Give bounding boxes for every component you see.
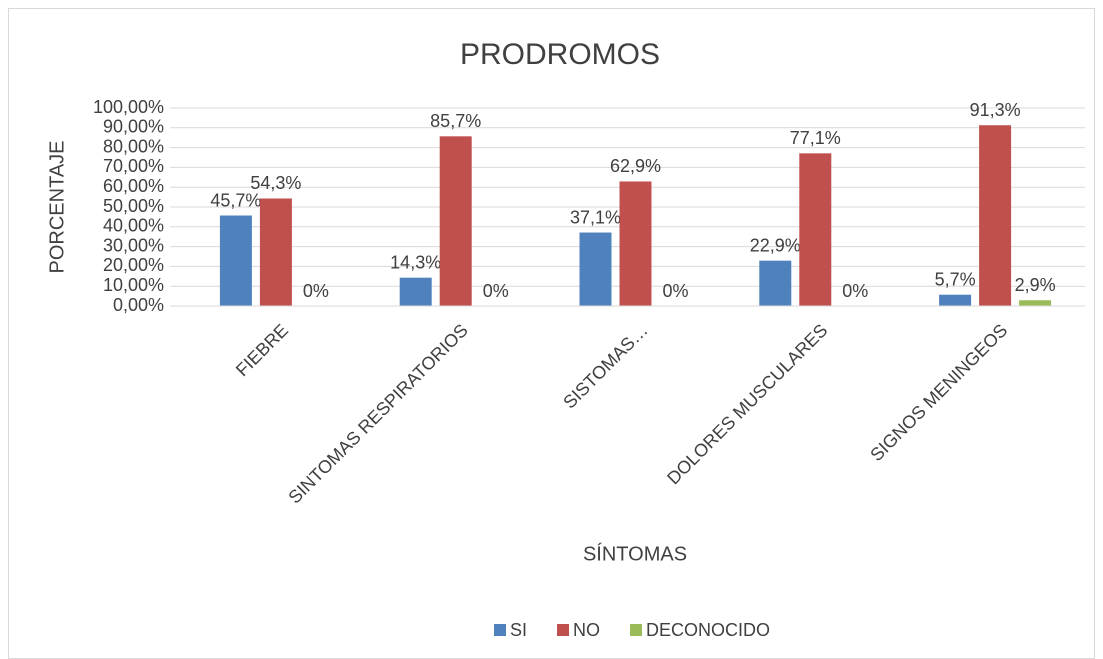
value-label: 91,3% xyxy=(970,100,1021,120)
value-label: 37,1% xyxy=(570,207,621,227)
y-tick-label: 50,00% xyxy=(103,196,164,216)
y-tick-label: 20,00% xyxy=(103,255,164,275)
value-label: 0% xyxy=(662,281,688,301)
bar xyxy=(619,181,652,306)
y-tick-label: 80,00% xyxy=(103,136,164,156)
y-tick-label: 10,00% xyxy=(103,275,164,295)
legend-swatch xyxy=(557,624,570,636)
value-label: 5,7% xyxy=(935,269,976,289)
y-tick-label: 40,00% xyxy=(103,216,164,236)
value-label: 45,7% xyxy=(210,190,261,210)
y-tick-label: 30,00% xyxy=(103,235,164,255)
legend-swatch xyxy=(494,624,506,636)
y-tick-label: 0,00% xyxy=(113,295,164,315)
y-tick-label: 70,00% xyxy=(103,156,164,176)
bar xyxy=(939,294,972,306)
value-label: 0% xyxy=(483,281,509,301)
legend-label: SI xyxy=(510,620,527,640)
legend-swatch xyxy=(630,624,643,636)
value-label: 22,9% xyxy=(750,235,801,255)
bar xyxy=(979,125,1012,306)
value-label: 0% xyxy=(303,281,329,301)
bar xyxy=(439,136,472,306)
bar xyxy=(759,260,792,306)
bar xyxy=(579,232,612,306)
chart-border xyxy=(8,8,1095,659)
y-tick-label: 90,00% xyxy=(103,117,164,137)
value-label: 77,1% xyxy=(790,128,841,148)
chart-title: PRODROMOS xyxy=(460,38,660,71)
legend-label: NO xyxy=(573,620,600,640)
value-label: 14,3% xyxy=(390,252,441,272)
x-axis-label: SÍNTOMAS xyxy=(583,542,687,565)
y-tick-label: 100,00% xyxy=(93,97,164,117)
y-axis-label: PORCENTAJE xyxy=(46,141,68,274)
bar xyxy=(1019,300,1052,306)
value-label: 54,3% xyxy=(250,173,301,193)
value-label: 62,9% xyxy=(610,156,661,176)
y-tick-label: 60,00% xyxy=(103,176,164,196)
bar xyxy=(259,198,292,306)
legend-label: DECONOCIDO xyxy=(646,620,770,640)
value-label: 85,7% xyxy=(430,111,481,131)
bar xyxy=(799,153,832,306)
value-label: 2,9% xyxy=(1015,275,1056,295)
value-label: 0% xyxy=(842,281,868,301)
bar xyxy=(219,215,252,306)
bar xyxy=(399,277,432,306)
